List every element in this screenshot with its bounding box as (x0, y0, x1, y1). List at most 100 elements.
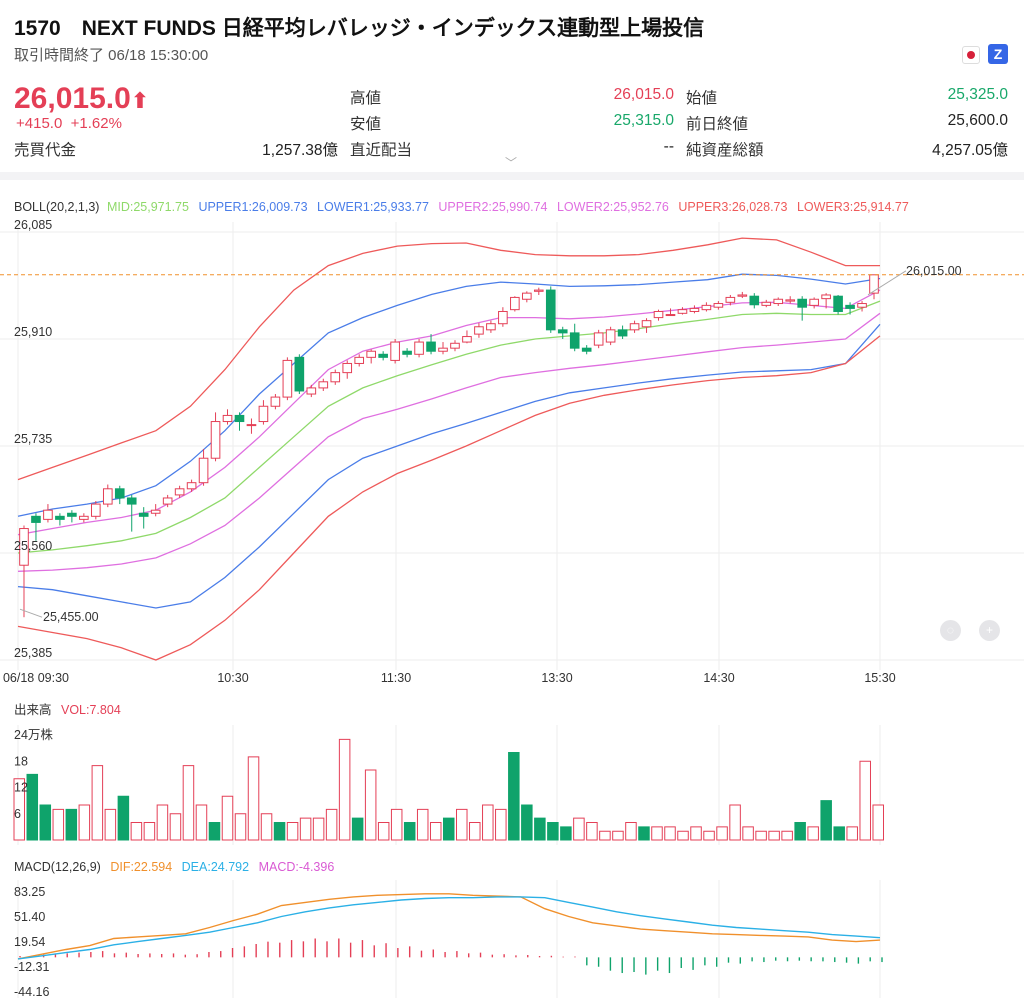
volume-bar (508, 752, 520, 841)
candle-body (773, 298, 784, 305)
volume-bar (664, 826, 676, 841)
reset-zoom-icon[interactable]: ◌ (940, 620, 961, 641)
volume-bar (768, 830, 780, 841)
volume-bar (560, 826, 572, 841)
boll-legend-upper2: UPPER2:25,990.74 (438, 200, 547, 214)
candle-body (701, 304, 712, 311)
candle-body (330, 372, 341, 383)
boll-legend-mid: MID:25,971.75 (107, 200, 189, 214)
volume-bar (521, 804, 533, 841)
macd-legend-name: MACD(12,26,9) (14, 860, 101, 874)
candle-body (474, 326, 484, 335)
time-x-tick: 15:30 (864, 671, 895, 685)
stat-label-net-assets: 純資産総額 (686, 142, 764, 159)
candle-body (138, 512, 149, 517)
volume-bar (781, 830, 793, 841)
volume-bar (364, 769, 377, 841)
volume-bar (52, 808, 65, 841)
volume-bar (846, 826, 858, 841)
candle-body (677, 309, 688, 314)
candle-body (426, 341, 436, 352)
volume-bar (312, 817, 325, 841)
zoom-in-icon[interactable]: + (979, 620, 1000, 641)
volume-bar (820, 800, 832, 841)
price-y-tick: 25,735 (14, 432, 52, 446)
candle-body (270, 396, 281, 407)
candle-body (833, 295, 843, 312)
stat-value-dividend: -- (663, 138, 674, 155)
stat-value-low: 25,315.0 (613, 112, 674, 129)
stat-label-high: 高値 (350, 90, 382, 107)
macd-legend-macd: MACD:-4.396 (259, 860, 335, 874)
macd-y-tick: 19.54 (14, 935, 45, 949)
volume-bar (208, 822, 221, 841)
boll-line-upper1 (17, 273, 881, 517)
volume-bar (534, 817, 546, 841)
stat-value-high: 26,015.0 (613, 86, 674, 103)
candle-body (55, 515, 65, 520)
volume-bar (742, 826, 754, 841)
candle-body (629, 323, 640, 331)
volume-bar (247, 756, 260, 841)
candle-body (809, 298, 819, 306)
price-y-tick: 25,910 (14, 325, 52, 339)
boll-legend: BOLL(20,2,1,3) MID:25,971.75 UPPER1:26,0… (14, 200, 909, 214)
candle-body (282, 359, 293, 398)
candle-body (713, 303, 724, 308)
boll-line-upper2 (17, 289, 881, 536)
volume-bar (416, 808, 429, 841)
volume-bar (482, 804, 494, 841)
up-arrow-icon: ⬆ (130, 88, 150, 113)
volume-bar (833, 826, 845, 841)
volume-bar (286, 822, 299, 841)
section-divider (0, 172, 1024, 180)
stat-value-net-assets: 4,257.05億 (932, 142, 1008, 159)
time-x-tick: 13:30 (541, 671, 572, 685)
chevron-down-icon[interactable]: ﹀ (505, 156, 518, 170)
stat-label-low: 安値 (350, 116, 382, 133)
candle-body (557, 329, 568, 334)
stat-label-prev-close: 前日終値 (686, 116, 749, 133)
candle-body (102, 488, 113, 505)
candle-body (725, 296, 736, 303)
candle-body (246, 424, 257, 427)
candle-body (545, 289, 556, 331)
stat-label-turnover: 売買代金 (14, 142, 77, 159)
volume-bar (91, 765, 104, 841)
volume-bar (143, 822, 156, 841)
macd-line-dea (17, 896, 881, 960)
candle-body (869, 274, 879, 294)
candle-body (857, 303, 867, 308)
candle-body (761, 301, 772, 306)
time-x-tick: 14:30 (703, 671, 734, 685)
candle-body (498, 310, 508, 325)
candle-body (522, 292, 532, 300)
stat-value-prev-close: 25,600.0 (947, 112, 1008, 129)
candle-body (306, 387, 317, 395)
candle-body (665, 314, 676, 317)
volume-bar (39, 804, 52, 841)
volume-bar (26, 773, 39, 841)
macd-y-tick: -12.31 (14, 960, 49, 974)
volume-bar (351, 817, 364, 841)
z-badge-icon[interactable]: Z (988, 44, 1008, 64)
volume-bar (729, 804, 741, 841)
volume-bar (612, 830, 624, 841)
candle-body (114, 488, 125, 499)
volume-bar (573, 817, 585, 841)
candle-body (186, 482, 197, 490)
candle-body (845, 304, 855, 309)
volume-bar (390, 808, 403, 841)
volume-bar (703, 830, 715, 841)
boll-legend-lower3: LOWER3:25,914.77 (797, 200, 909, 214)
boll-line-mid (17, 300, 881, 554)
volume-bar (872, 804, 884, 841)
volume-bar (807, 826, 819, 841)
time-x-tick: 06/18 09:30 (3, 671, 69, 685)
stock-chart[interactable]: BOLL(20,2,1,3) MID:25,971.75 UPPER1:26,0… (0, 180, 1024, 998)
candle-body (749, 295, 760, 306)
volume-bar (651, 826, 663, 841)
candle-body (354, 356, 365, 364)
volume-bar (234, 813, 247, 841)
candle-body (234, 414, 245, 423)
